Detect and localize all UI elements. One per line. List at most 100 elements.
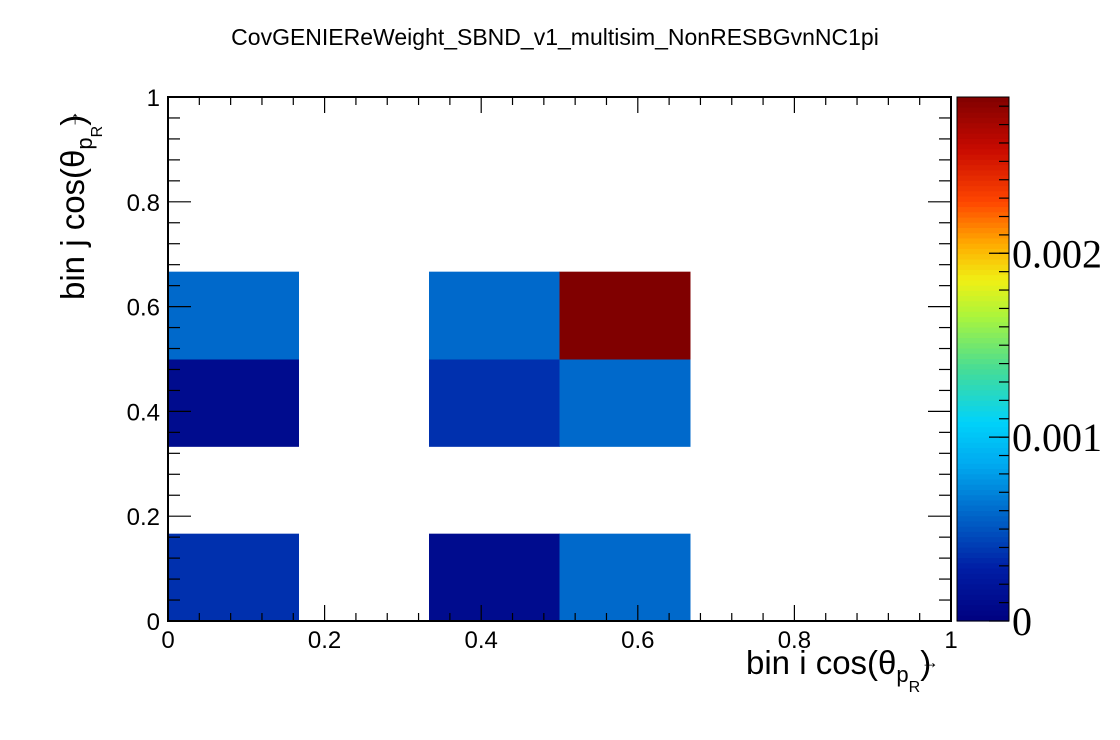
palette-band bbox=[957, 500, 1009, 507]
palette-band bbox=[957, 458, 1009, 465]
x-tick-label: 0.8 bbox=[778, 627, 811, 654]
palette-band bbox=[957, 400, 1009, 407]
palette-tick-label: 0 bbox=[1012, 599, 1032, 644]
palette-band bbox=[957, 600, 1009, 606]
palette-band bbox=[957, 128, 1009, 135]
palette-band bbox=[957, 175, 1009, 182]
palette-band bbox=[957, 201, 1009, 208]
palette-band bbox=[957, 165, 1009, 171]
palette-band bbox=[957, 615, 1009, 622]
y-tick-label: 0.4 bbox=[127, 399, 160, 426]
palette-band bbox=[957, 479, 1009, 486]
heatmap-cell bbox=[559, 359, 691, 447]
y-tick-label: 0.6 bbox=[127, 295, 160, 322]
palette-tick-labels: 0 0.001 0.002 bbox=[1012, 231, 1102, 644]
palette-band bbox=[957, 510, 1009, 517]
palette-band bbox=[957, 212, 1009, 219]
palette-band bbox=[957, 369, 1009, 376]
palette-band bbox=[957, 296, 1009, 302]
heatmap-cell bbox=[559, 533, 691, 622]
x-axis-label: bin i cos(θpR) → bbox=[746, 644, 939, 696]
palette-band bbox=[957, 516, 1009, 523]
palette-band bbox=[957, 573, 1009, 580]
palette-band bbox=[957, 248, 1009, 255]
heatmap-cell bbox=[429, 533, 560, 622]
palette-band bbox=[957, 97, 1009, 103]
palette-band bbox=[957, 133, 1009, 140]
palette-band bbox=[957, 144, 1009, 150]
palette-band bbox=[957, 416, 1009, 423]
palette-band bbox=[957, 353, 1009, 360]
palette-band bbox=[957, 469, 1009, 475]
heatmap-cell bbox=[429, 359, 560, 447]
palette-band bbox=[957, 332, 1009, 339]
palette-band bbox=[957, 374, 1009, 381]
color-palette bbox=[957, 97, 1009, 622]
palette-band bbox=[957, 102, 1009, 109]
palette-band bbox=[957, 180, 1009, 187]
palette-band bbox=[957, 149, 1009, 156]
palette-band bbox=[957, 453, 1009, 460]
palette-band bbox=[957, 285, 1009, 292]
palette-band bbox=[957, 275, 1009, 281]
chart-title: CovGENIEReWeight_SBND_v1_multisim_NonRES… bbox=[231, 24, 879, 50]
heatmap-cell bbox=[168, 359, 299, 447]
palette-band bbox=[957, 306, 1009, 313]
palette-tick-label: 0.001 bbox=[1012, 415, 1102, 460]
x-tick-label: 0.4 bbox=[465, 627, 498, 654]
palette-band bbox=[957, 186, 1009, 192]
palette-band bbox=[957, 359, 1009, 365]
palette-band bbox=[957, 484, 1009, 491]
palette-band bbox=[957, 385, 1009, 392]
palette-band bbox=[957, 269, 1009, 276]
y-axis-label: bin j cos(θpR) → bbox=[54, 110, 106, 300]
svg-text:bin j cos(θpR): bin j cos(θpR) bbox=[54, 115, 106, 300]
y-tick-label: 0.8 bbox=[127, 190, 160, 217]
palette-band bbox=[957, 233, 1009, 240]
palette-band bbox=[957, 343, 1009, 350]
y-tick-label: 1 bbox=[147, 85, 160, 112]
palette-band bbox=[957, 338, 1009, 344]
heatmap-cell bbox=[559, 271, 691, 360]
palette-band bbox=[957, 317, 1009, 323]
palette-band bbox=[957, 521, 1009, 528]
palette-frame bbox=[956, 96, 1010, 622]
palette-band bbox=[957, 395, 1009, 402]
palette-band bbox=[957, 379, 1009, 386]
palette-band bbox=[957, 552, 1009, 559]
y-tick-label: 0 bbox=[147, 609, 160, 636]
heatmap-cell bbox=[168, 533, 299, 622]
palette-band bbox=[957, 589, 1009, 596]
palette-tick-label: 0.002 bbox=[1012, 231, 1102, 276]
palette-band bbox=[957, 474, 1009, 481]
palette-band bbox=[957, 117, 1009, 124]
palette-band bbox=[957, 138, 1009, 145]
palette-band bbox=[957, 322, 1009, 329]
palette-band bbox=[957, 107, 1009, 114]
palette-band bbox=[957, 280, 1009, 287]
palette-band bbox=[957, 558, 1009, 564]
palette-band bbox=[957, 264, 1009, 271]
palette-band bbox=[957, 159, 1009, 166]
palette-band bbox=[957, 243, 1009, 250]
palette-band bbox=[957, 568, 1009, 575]
palette-band bbox=[957, 191, 1009, 198]
palette-band bbox=[957, 311, 1009, 318]
palette-band bbox=[957, 605, 1009, 612]
palette-band bbox=[957, 364, 1009, 371]
palette-band bbox=[957, 112, 1009, 119]
x-tick-label: 0 bbox=[161, 627, 174, 654]
palette-band bbox=[957, 406, 1009, 412]
palette-band bbox=[957, 170, 1009, 177]
x-tick-label: 0.6 bbox=[621, 627, 654, 654]
palette-band bbox=[957, 421, 1009, 428]
x-tick-label: 1 bbox=[944, 627, 957, 654]
x-tick-label: 0.2 bbox=[308, 627, 341, 654]
palette-band bbox=[957, 196, 1009, 203]
palette-band bbox=[957, 594, 1009, 601]
palette-band bbox=[957, 442, 1009, 449]
palette-band bbox=[957, 411, 1009, 418]
palette-band bbox=[957, 238, 1009, 245]
palette-band bbox=[957, 437, 1009, 444]
